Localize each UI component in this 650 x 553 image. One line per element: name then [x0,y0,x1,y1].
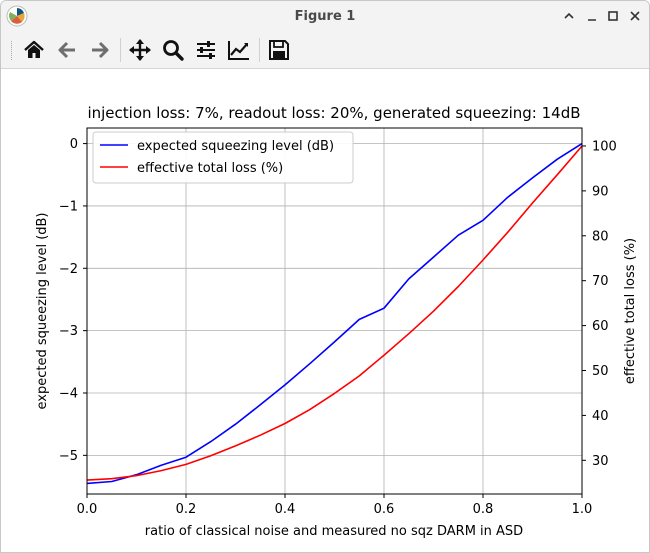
chart-title: injection loss: 7%, readout loss: 20%, g… [87,104,580,122]
zoom-button[interactable] [159,36,187,64]
x-axis: 0.0 0.2 0.4 0.6 0.8 1.0 [77,494,593,517]
y-axis-right: 100 90 80 70 60 50 40 30 [582,139,617,469]
y-axis-label: expected squeezing level (dB) [35,212,50,409]
matplotlib-app-icon [6,5,28,27]
y2-axis-label: effective total loss (%) [623,238,638,384]
y-axis-left: 0 −1 −2 −3 −4 −5 [59,137,87,464]
series-line-squeezing [86,142,583,485]
edit-axis-button[interactable] [225,36,253,64]
home-icon [24,40,44,58]
legend: expected squeezing level (dB) effective … [92,131,354,184]
title-bar[interactable]: Figure 1 [1,1,649,33]
line-chart[interactable]: injection loss: 7%, readout loss: 20%, g… [1,69,649,552]
configure-subplots-button[interactable] [192,36,220,64]
home-button[interactable] [20,36,48,64]
navigation-toolbar [1,32,649,69]
y2-tick-label: 40 [592,409,609,424]
x-tick-label: 0.8 [473,502,494,517]
toolbar-separator [120,38,121,62]
sliders-icon [197,41,215,59]
move-icon [129,39,151,61]
y-tick-label: −5 [59,449,78,464]
y2-tick-label: 60 [592,319,609,334]
y2-tick-label: 90 [592,184,609,199]
magnifier-icon [163,40,184,61]
y-tick-label: −4 [59,386,78,401]
x-tick-label: 0.2 [176,502,197,517]
y-tick-label: −1 [59,199,78,214]
x-tick-label: 0.6 [374,502,395,517]
y-tick-label: −3 [59,324,78,339]
toolbar-separator [259,38,260,62]
x-tick-label: 0.4 [275,502,296,517]
collapse-button[interactable] [560,7,578,25]
line-chart-icon [228,41,249,60]
y2-tick-label: 50 [592,364,609,379]
close-button[interactable] [626,7,644,25]
figure-canvas[interactable]: injection loss: 7%, readout loss: 20%, g… [1,69,649,552]
x-tick-label: 1.0 [572,502,593,517]
legend-label-loss: effective total loss (%) [137,161,283,176]
minimize-button[interactable] [583,7,601,25]
series-lines [86,142,583,485]
back-button[interactable] [53,36,81,64]
window-title: Figure 1 [294,9,356,24]
pan-button[interactable] [126,36,154,64]
plot-frame [86,127,583,495]
y2-tick-label: 80 [592,229,609,244]
toolbar-grip[interactable] [11,41,15,60]
legend-label-squeezing: expected squeezing level (dB) [137,139,334,154]
y-tick-label: 0 [70,137,78,152]
save-button[interactable] [265,36,293,64]
x-tick-label: 0.0 [77,502,98,517]
x-axis-label: ratio of classical noise and measured no… [145,524,523,539]
arrow-right-icon [92,41,109,59]
arrow-left-icon [58,41,75,59]
legend-box [92,131,354,184]
series-line-loss [86,145,583,481]
y-tick-label: −2 [59,262,78,277]
forward-button[interactable] [86,36,114,64]
y2-tick-label: 70 [592,274,609,289]
y2-tick-label: 30 [592,454,609,469]
maximize-button[interactable] [604,7,622,25]
y2-tick-label: 100 [592,139,617,154]
floppy-disk-icon [269,40,289,60]
